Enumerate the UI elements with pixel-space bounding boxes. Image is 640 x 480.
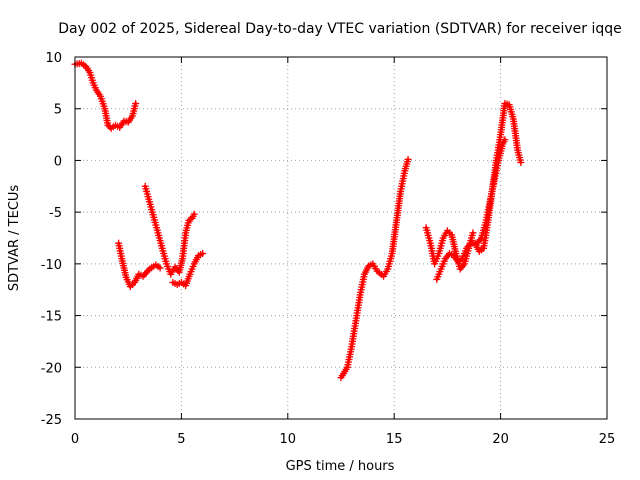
data-point [132, 100, 140, 108]
axis-ticks: 0 5 10 15 20 25 -25 -20 -15 -10 -5 0 5 10 [41, 51, 616, 447]
y-tick-label: -25 [41, 413, 62, 428]
x-axis-label: GPS time / hours [286, 459, 395, 474]
y-tick-label: -5 [49, 206, 62, 221]
grid [75, 57, 607, 419]
x-tick-label: 0 [71, 432, 79, 447]
y-tick-label: 5 [54, 103, 62, 118]
data-point [190, 210, 198, 218]
y-tick-label: 10 [45, 51, 62, 66]
chart-title: Day 002 of 2025, Sidereal Day-to-day VTE… [58, 21, 622, 37]
y-tick-label: -15 [41, 310, 62, 325]
x-tick-label: 15 [386, 432, 403, 447]
data-point [404, 155, 412, 163]
data-point [156, 264, 164, 272]
x-tick-label: 5 [177, 432, 185, 447]
x-tick-label: 10 [280, 432, 297, 447]
x-tick-label: 25 [599, 432, 616, 447]
y-axis-label: SDTVAR / TECUs [7, 185, 22, 292]
data-point [469, 229, 477, 237]
data-point [501, 136, 509, 144]
plot-frame [74, 56, 608, 420]
data-point [104, 121, 112, 129]
y-tick-label: 0 [54, 154, 62, 169]
y-tick-label: -10 [41, 258, 62, 273]
data-points [71, 59, 525, 382]
data-point [199, 250, 207, 258]
x-tick-label: 20 [492, 432, 509, 447]
y-tick-label: -20 [41, 361, 62, 376]
data-point [517, 158, 525, 166]
series-lines [73, 61, 523, 380]
